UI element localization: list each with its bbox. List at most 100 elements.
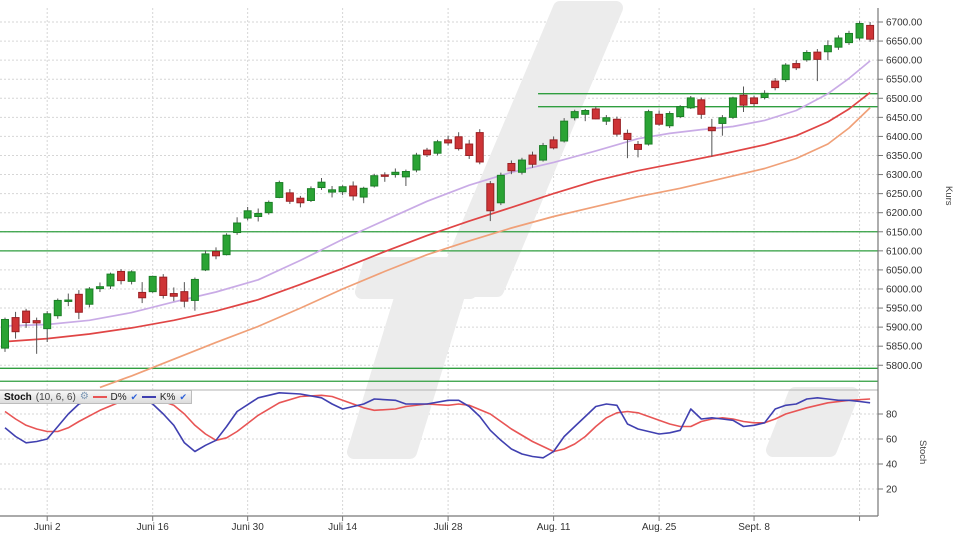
bull-candle bbox=[665, 113, 674, 127]
bull-candle bbox=[570, 111, 579, 119]
svg-text:6350.00: 6350.00 bbox=[886, 151, 923, 162]
bull-candle bbox=[317, 181, 326, 189]
d-percent-checkbox[interactable]: ✔ bbox=[130, 391, 139, 402]
k-percent-checkbox[interactable]: ✔ bbox=[179, 391, 187, 402]
svg-text:6150.00: 6150.00 bbox=[886, 227, 923, 238]
bull-candle bbox=[391, 171, 400, 176]
svg-text:6400.00: 6400.00 bbox=[886, 132, 923, 143]
bear-candle bbox=[750, 97, 759, 105]
svg-text:80: 80 bbox=[886, 410, 898, 421]
bear-candle bbox=[655, 113, 664, 125]
bear-candle bbox=[697, 99, 706, 115]
svg-text:6600.00: 6600.00 bbox=[886, 56, 923, 67]
bear-candle bbox=[423, 149, 431, 156]
d-percent-line-icon bbox=[92, 396, 107, 398]
svg-text:6200.00: 6200.00 bbox=[886, 208, 923, 219]
svg-text:5850.00: 5850.00 bbox=[886, 342, 923, 353]
bull-candle bbox=[412, 154, 421, 171]
bull-candle bbox=[517, 159, 526, 173]
bear-candle bbox=[444, 139, 453, 144]
svg-text:6050.00: 6050.00 bbox=[886, 265, 923, 276]
k-percent-line-icon bbox=[142, 396, 156, 398]
bear-candle bbox=[623, 132, 632, 140]
bear-candle bbox=[138, 291, 147, 299]
bear-candle bbox=[74, 293, 83, 313]
bull-candle bbox=[560, 120, 569, 142]
bull-candle bbox=[148, 275, 157, 293]
svg-text:6000.00: 6000.00 bbox=[886, 284, 923, 295]
bull-candle bbox=[845, 32, 853, 44]
bear-candle bbox=[11, 317, 20, 333]
bull-candle bbox=[581, 109, 590, 115]
bull-candle bbox=[676, 106, 685, 118]
bull-candle bbox=[243, 210, 252, 219]
bear-candle bbox=[180, 291, 189, 302]
svg-text:Juni 30: Juni 30 bbox=[232, 522, 265, 533]
svg-text:20: 20 bbox=[886, 485, 898, 496]
bear-candle bbox=[707, 126, 716, 132]
bull-candle bbox=[802, 52, 811, 61]
bear-candle bbox=[169, 293, 178, 297]
bull-candle bbox=[401, 171, 410, 178]
k-percent-label: K% bbox=[159, 391, 176, 403]
bear-candle bbox=[117, 270, 126, 282]
x-axis-labels: Juni 2 Juni 16 Juni 30 Juli 14 Juli 28 Aug. 1… bbox=[34, 516, 861, 533]
bear-candle bbox=[296, 197, 305, 204]
bear-candle bbox=[612, 118, 621, 135]
svg-text:40: 40 bbox=[886, 460, 898, 471]
svg-text:Sept. 8: Sept. 8 bbox=[738, 522, 770, 533]
bull-candle bbox=[686, 97, 695, 109]
bull-candle bbox=[823, 45, 832, 53]
bull-candle bbox=[855, 23, 864, 39]
watermark-logo bbox=[347, 1, 859, 459]
bull-candle bbox=[370, 175, 379, 187]
svg-text:5950.00: 5950.00 bbox=[886, 304, 923, 315]
bull-candle bbox=[95, 286, 104, 290]
svg-text:6700.00: 6700.00 bbox=[886, 18, 923, 29]
bull-candle bbox=[496, 174, 505, 204]
bear-candle bbox=[285, 192, 294, 202]
price-gridlines bbox=[0, 21, 883, 366]
bull-candle bbox=[233, 222, 242, 234]
bear-candle bbox=[380, 174, 389, 177]
bull-candle bbox=[1, 318, 9, 349]
bull-candle bbox=[275, 182, 284, 198]
bear-candle bbox=[465, 143, 474, 156]
bull-candle bbox=[127, 271, 136, 282]
price-axis-title: Kurs bbox=[943, 186, 954, 206]
bull-candle bbox=[254, 212, 263, 218]
d-percent-label: D% bbox=[110, 391, 127, 403]
bull-candle bbox=[728, 97, 737, 118]
bear-candle bbox=[475, 132, 484, 163]
bull-candle bbox=[359, 187, 368, 198]
svg-text:6300.00: 6300.00 bbox=[886, 170, 923, 181]
bear-candle bbox=[792, 63, 801, 69]
svg-text:6500.00: 6500.00 bbox=[886, 94, 923, 105]
bear-candle bbox=[159, 276, 168, 296]
svg-text:5800.00: 5800.00 bbox=[886, 361, 923, 372]
k-percent-curve bbox=[4, 391, 871, 459]
svg-text:Aug. 25: Aug. 25 bbox=[642, 522, 677, 533]
stoch-gridlines bbox=[0, 413, 883, 490]
stoch-axis-labels: 80 60 40 20 bbox=[886, 410, 898, 496]
bull-candle bbox=[338, 186, 347, 193]
bear-candle bbox=[349, 185, 358, 197]
svg-text:60: 60 bbox=[886, 435, 898, 446]
svg-text:Juli 28: Juli 28 bbox=[434, 522, 463, 533]
bull-candle bbox=[85, 288, 94, 305]
bear-candle bbox=[739, 94, 748, 106]
bull-candle bbox=[190, 278, 199, 301]
svg-text:Juni 2: Juni 2 bbox=[34, 522, 61, 533]
svg-text:6100.00: 6100.00 bbox=[886, 246, 923, 257]
svg-text:6250.00: 6250.00 bbox=[886, 189, 923, 200]
bear-candle bbox=[32, 320, 41, 324]
stoch-axis-title: Stoch bbox=[917, 440, 928, 464]
bull-candle bbox=[834, 37, 843, 48]
stoch-settings-gear-icon[interactable]: ⚙ bbox=[79, 391, 89, 402]
bull-candle bbox=[306, 188, 315, 201]
bear-candle bbox=[591, 108, 600, 120]
axis-titles: Kurs Stoch bbox=[917, 186, 954, 464]
svg-text:Juni 16: Juni 16 bbox=[137, 522, 170, 533]
svg-text:6450.00: 6450.00 bbox=[886, 113, 923, 124]
bear-candle bbox=[634, 143, 642, 150]
